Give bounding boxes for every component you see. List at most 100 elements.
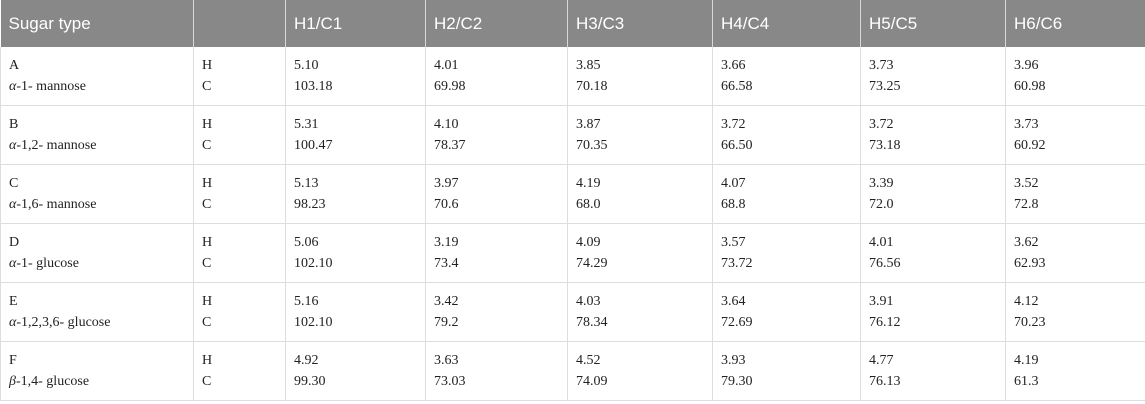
shift-cell: 3.97 70.6 <box>425 164 568 224</box>
c-shift: 103.18 <box>294 79 333 94</box>
h-shift: 3.19 <box>434 235 459 250</box>
shift-cell: 3.73 73.25 <box>860 47 1006 106</box>
shift-cell: 3.52 72.8 <box>1005 164 1145 224</box>
shift-cell: 5.16 102.10 <box>285 282 426 342</box>
h-shift: 4.77 <box>869 353 894 368</box>
shift-cell: 3.42 79.2 <box>425 282 568 342</box>
nucleus-label: H <box>202 235 213 250</box>
c-shift: 72.0 <box>869 197 894 212</box>
c-shift: 102.10 <box>294 315 333 330</box>
shift-cell: 5.06 102.10 <box>285 223 426 283</box>
h-shift: 3.72 <box>721 117 746 132</box>
c-shift: 68.8 <box>721 197 746 212</box>
c-shift: 102.10 <box>294 256 333 271</box>
h-shift: 3.87 <box>576 117 601 132</box>
h-shift: 3.42 <box>434 294 459 309</box>
h-shift: 3.85 <box>576 58 601 73</box>
h-shift: 4.52 <box>576 353 601 368</box>
header-row: Sugar type H1/C1 H2/C2 H3/C3 H4/C4 H5/C5 H6/C… <box>0 0 1145 47</box>
c-shift: 66.50 <box>721 138 753 153</box>
c-shift: 79.30 <box>721 374 753 389</box>
h-shift: 3.96 <box>1014 58 1039 73</box>
h-shift: 3.97 <box>434 176 459 191</box>
shift-cell: 3.62 62.93 <box>1005 223 1145 283</box>
h-shift: 4.09 <box>576 235 601 250</box>
c-shift: 79.2 <box>434 315 459 330</box>
sugar-name: α-1,6- mannose <box>9 197 97 212</box>
shift-cell: 4.12 70.23 <box>1005 282 1145 342</box>
sugar-name: α-1,2,3,6- glucose <box>9 315 111 330</box>
shift-cell: 3.19 73.4 <box>425 223 568 283</box>
header-cell: H2/C2 <box>425 0 568 47</box>
c-shift: 99.30 <box>294 374 326 389</box>
nucleus-label: H <box>202 117 213 132</box>
c-shift: 73.18 <box>869 138 901 153</box>
h-shift: 5.13 <box>294 176 319 191</box>
shift-cell: 4.03 78.34 <box>567 282 713 342</box>
sugar-name: α-1,2- mannose <box>9 138 97 153</box>
h-shift: 3.52 <box>1014 176 1039 191</box>
h-shift: 5.31 <box>294 117 319 132</box>
shift-cell: 3.72 66.50 <box>712 105 861 165</box>
shift-cell: 4.19 68.0 <box>567 164 713 224</box>
nucleus-label: C <box>202 138 212 153</box>
shift-cell: 3.91 76.12 <box>860 282 1006 342</box>
h-shift: 3.64 <box>721 294 746 309</box>
sugar-name: α-1- mannose <box>9 79 86 94</box>
table-header: Sugar type H1/C1 H2/C2 H3/C3 H4/C4 H5/C5 H6/C… <box>0 0 1145 47</box>
c-shift: 73.03 <box>434 374 466 389</box>
h-shift: 4.01 <box>434 58 459 73</box>
sugar-name: β-1,4- glucose <box>9 374 90 389</box>
h-shift: 5.16 <box>294 294 319 309</box>
shift-cell: 4.10 78.37 <box>425 105 568 165</box>
shift-cell: 4.07 68.8 <box>712 164 861 224</box>
c-shift: 76.12 <box>869 315 901 330</box>
shift-cell: 5.13 98.23 <box>285 164 426 224</box>
shift-cell: 3.93 79.30 <box>712 341 861 401</box>
c-shift: 74.09 <box>576 374 608 389</box>
h-shift: 5.10 <box>294 58 319 73</box>
header-cell <box>193 0 286 47</box>
h-shift: 4.07 <box>721 176 746 191</box>
c-shift: 76.56 <box>869 256 901 271</box>
c-shift: 68.0 <box>576 197 601 212</box>
c-shift: 78.34 <box>576 315 608 330</box>
shift-cell: 3.72 73.18 <box>860 105 1006 165</box>
h-shift: 4.01 <box>869 235 894 250</box>
shift-cell: 3.63 73.03 <box>425 341 568 401</box>
nucleus-label: H <box>202 58 213 73</box>
h-shift: 3.73 <box>1014 117 1039 132</box>
nucleus-label: C <box>202 374 212 389</box>
nucleus-label: H <box>202 176 213 191</box>
c-shift: 61.3 <box>1014 374 1039 389</box>
shift-cell: 3.87 70.35 <box>567 105 713 165</box>
h-shift: 3.66 <box>721 58 746 73</box>
sugar-name: α-1- glucose <box>9 256 79 271</box>
h-shift: 3.91 <box>869 294 894 309</box>
h-shift: 5.06 <box>294 235 319 250</box>
nucleus-label: C <box>202 197 212 212</box>
sugar-label: A <box>9 58 20 73</box>
header-cell: Sugar type <box>0 0 194 47</box>
c-shift: 70.35 <box>576 138 608 153</box>
nucleus-label: H <box>202 294 213 309</box>
shift-cell: 4.52 74.09 <box>567 341 713 401</box>
nucleus-label: C <box>202 315 212 330</box>
sugar-label: D <box>9 235 20 250</box>
h-shift: 4.12 <box>1014 294 1039 309</box>
sugar-label: E <box>9 294 18 309</box>
header-cell: H5/C5 <box>860 0 1006 47</box>
header-cell: H1/C1 <box>285 0 426 47</box>
